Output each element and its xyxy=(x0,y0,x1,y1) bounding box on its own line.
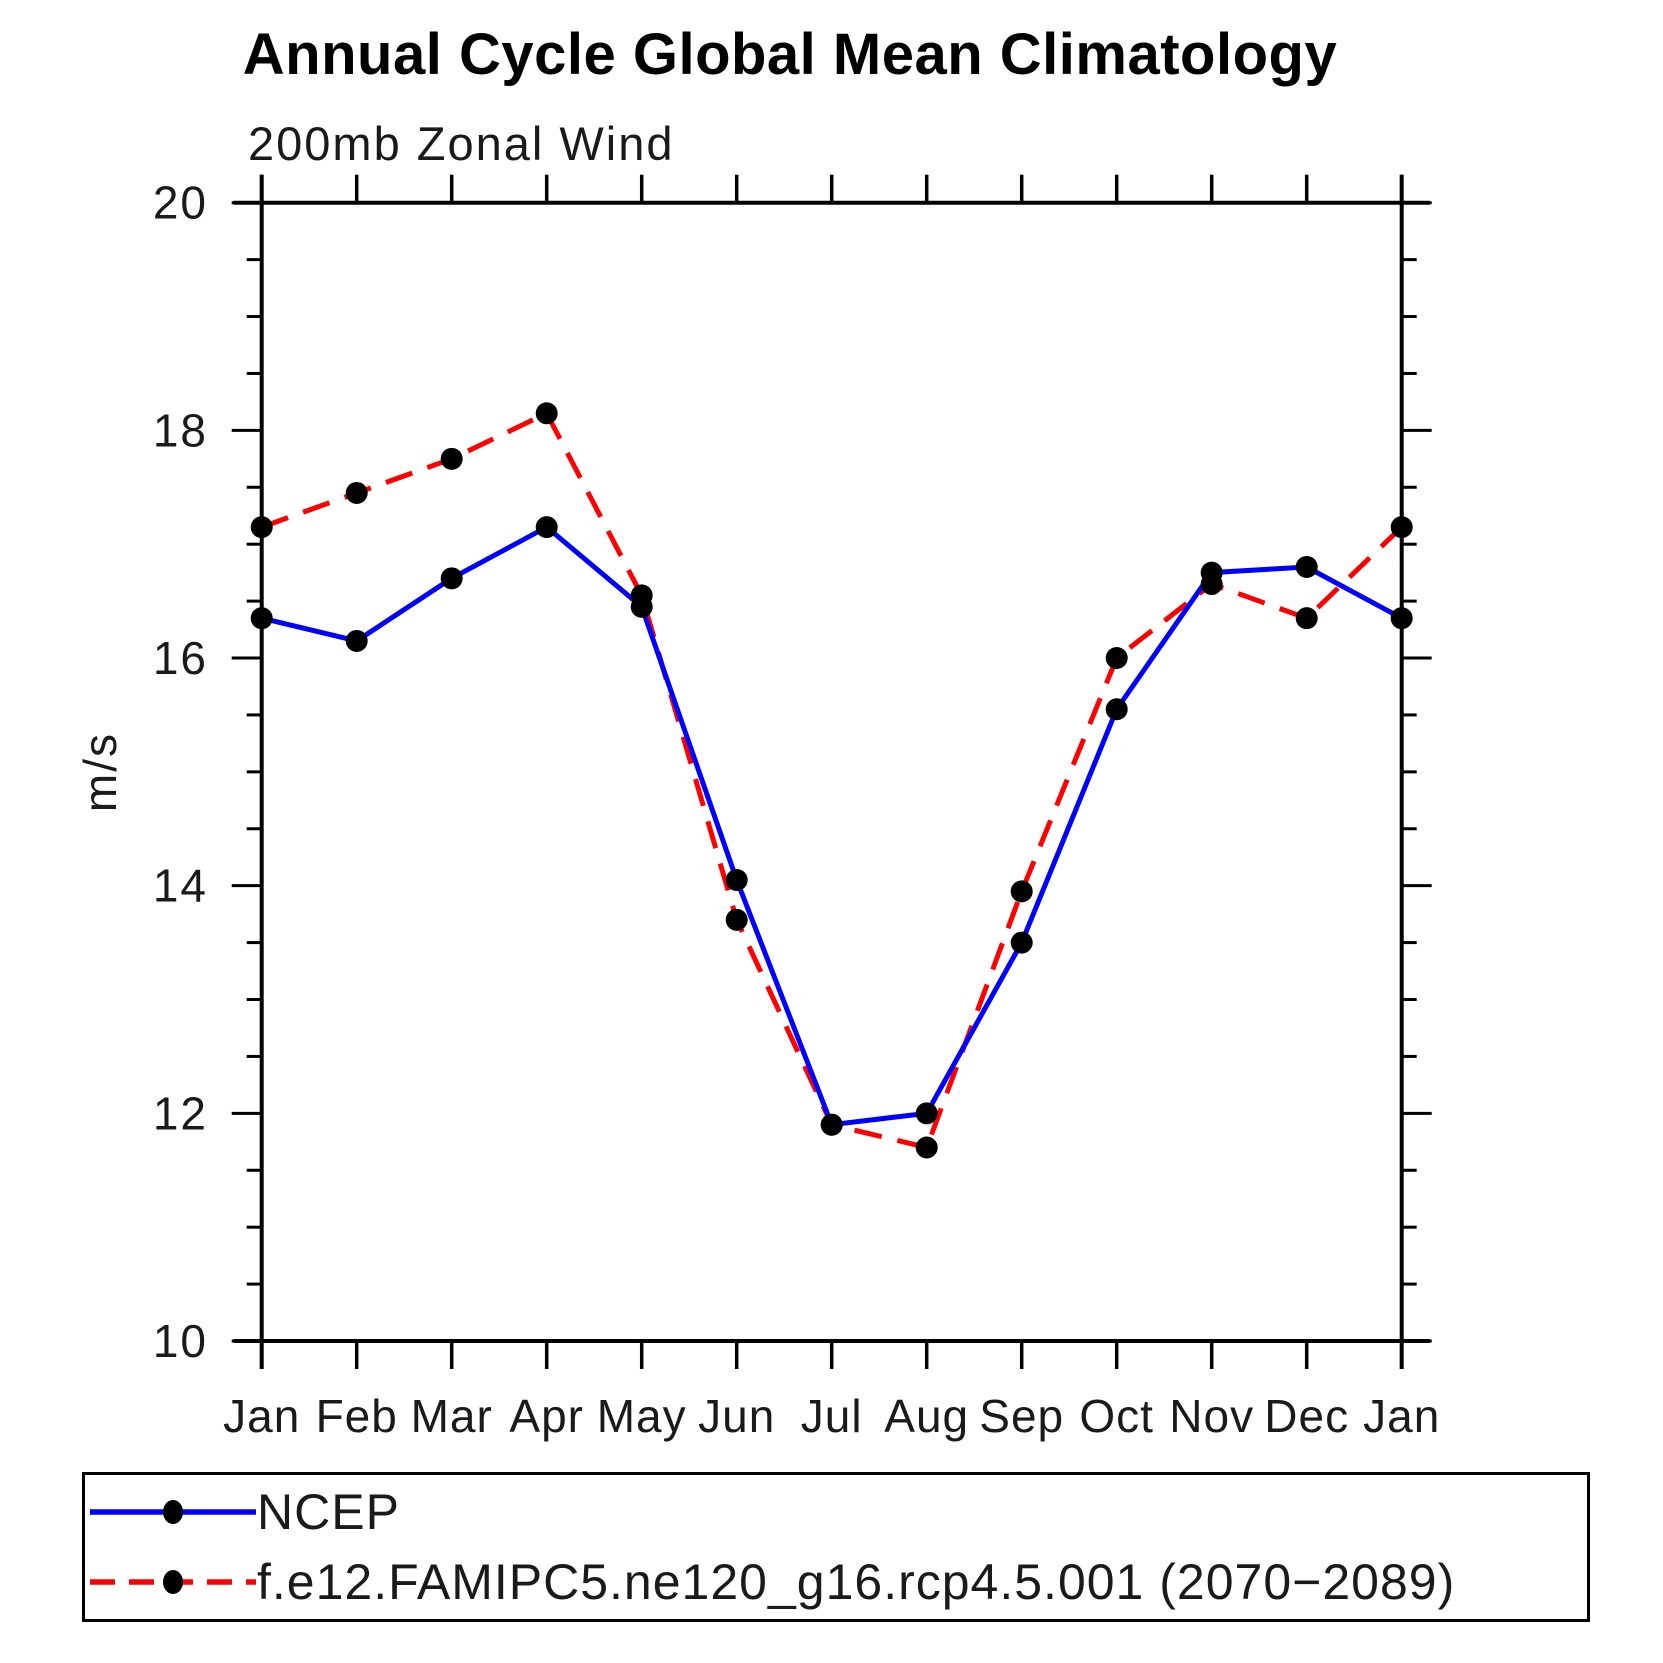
legend: NCEP f.e12.FAMIPC5.ne120_g16.rcp4.5.001 … xyxy=(82,1472,1590,1622)
chart-title: Annual Cycle Global Mean Climatology xyxy=(242,22,1338,87)
legend-label-model: f.e12.FAMIPC5.ne120_g16.rcp4.5.001 (2070… xyxy=(257,1554,1456,1610)
x-tick-label: Jan xyxy=(223,1390,300,1442)
series-line-model xyxy=(260,410,1404,1151)
data-point xyxy=(820,1113,843,1136)
y-tick-label: 10 xyxy=(153,1315,208,1367)
x-tick-label: Mar xyxy=(411,1390,493,1442)
x-tick-label: Aug xyxy=(884,1390,969,1442)
legend-marker-dot xyxy=(163,1570,183,1594)
data-point xyxy=(1295,555,1318,578)
x-tick-label: Dec xyxy=(1264,1390,1349,1442)
legend-line-sample-dashed xyxy=(90,1570,256,1594)
x-tick-label: Feb xyxy=(316,1390,398,1442)
data-point xyxy=(1105,698,1128,721)
data-point xyxy=(345,629,368,652)
chart-subtitle: 200mb Zonal Wind xyxy=(248,117,675,170)
data-point xyxy=(440,567,463,590)
x-tick-label: Nov xyxy=(1169,1390,1254,1442)
data-point xyxy=(535,402,558,425)
data-point xyxy=(1390,516,1413,539)
legend-item-model: f.e12.FAMIPC5.ne120_g16.rcp4.5.001 (2070… xyxy=(85,1551,1587,1613)
data-point xyxy=(1010,880,1033,903)
legend-marker-dot xyxy=(163,1500,183,1524)
data-point xyxy=(1010,931,1033,954)
data-point xyxy=(725,868,748,891)
x-tick-label: Jul xyxy=(801,1390,863,1442)
x-tick-label: Sep xyxy=(979,1390,1064,1442)
y-tick-label: 16 xyxy=(153,632,208,684)
y-tick-label: 14 xyxy=(153,860,208,912)
data-point xyxy=(250,607,273,630)
data-point xyxy=(1105,647,1128,670)
y-tick-label: 12 xyxy=(153,1087,208,1139)
data-point xyxy=(250,516,273,539)
data-point xyxy=(1295,607,1318,630)
data-point xyxy=(725,908,748,931)
legend-label-ncep: NCEP xyxy=(257,1484,400,1540)
data-point xyxy=(1200,573,1223,596)
x-tick-label: May xyxy=(597,1390,687,1442)
y-tick-label: 18 xyxy=(153,404,208,456)
x-tick-label: Jun xyxy=(698,1390,775,1442)
data-point xyxy=(630,584,653,607)
data-point xyxy=(915,1136,938,1159)
x-tick-label: Jan xyxy=(1363,1390,1440,1442)
y-tick-label: 20 xyxy=(153,177,208,229)
data-point xyxy=(1390,607,1413,630)
data-point xyxy=(915,1102,938,1125)
data-point xyxy=(345,481,368,504)
legend-item-ncep: NCEP xyxy=(85,1481,1587,1543)
data-point xyxy=(535,516,558,539)
x-tick-label: Oct xyxy=(1079,1390,1154,1442)
data-point xyxy=(440,447,463,470)
series-line-ncep xyxy=(261,524,1403,1128)
legend-line-sample-solid xyxy=(90,1500,256,1524)
x-tick-label: Apr xyxy=(509,1390,584,1442)
